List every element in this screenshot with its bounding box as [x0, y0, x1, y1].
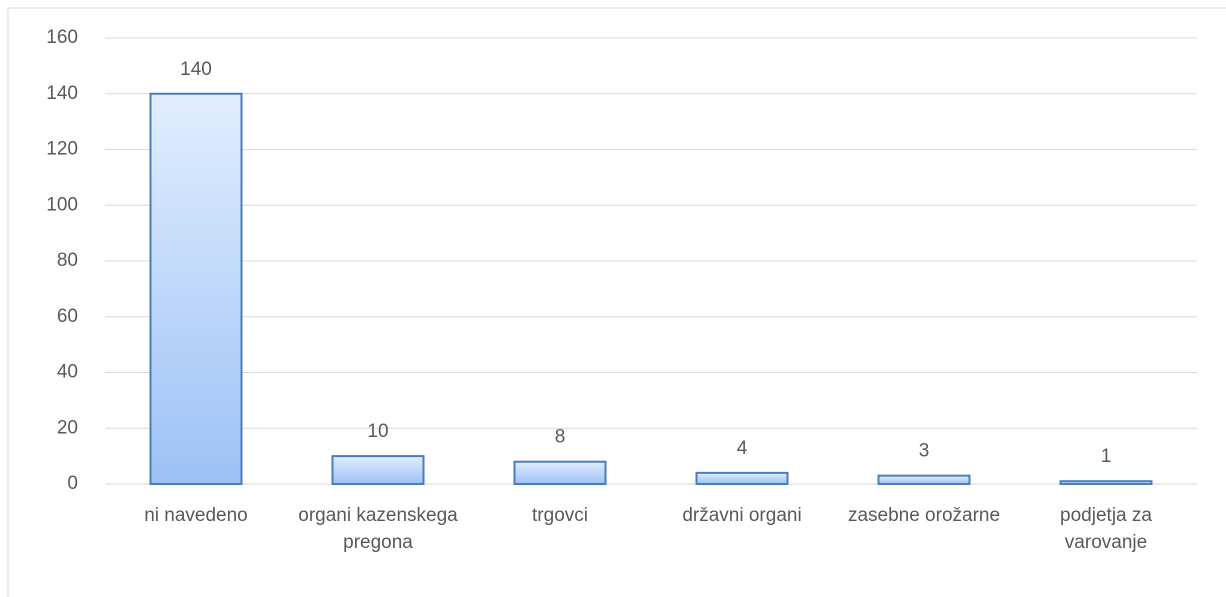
data-label: 8 — [555, 427, 566, 448]
y-tick-label: 60 — [57, 306, 78, 327]
data-label: 3 — [919, 441, 930, 462]
data-label: 140 — [180, 59, 212, 80]
data-label: 1 — [1101, 446, 1112, 467]
x-tick-label: trgovci — [532, 505, 588, 526]
y-tick-label: 80 — [57, 250, 78, 271]
data-label: 4 — [737, 438, 748, 459]
x-tick-label: organi kazenskega pregona — [298, 505, 458, 553]
bar — [695, 471, 789, 486]
bar — [331, 455, 425, 485]
chart-frame — [7, 7, 1226, 597]
bar — [877, 474, 971, 486]
y-tick-label: 40 — [57, 362, 78, 383]
bar — [149, 92, 243, 485]
y-tick-label: 140 — [46, 83, 78, 104]
y-tick-label: 100 — [46, 194, 78, 215]
y-tick-label: 0 — [67, 473, 78, 494]
y-tick-label: 20 — [57, 417, 78, 438]
x-tick-label: zasebne orožarne — [847, 505, 1001, 526]
x-tick-label: državni organi — [682, 505, 802, 526]
x-tick-label: ni navedeno — [144, 505, 248, 526]
bar — [513, 460, 607, 486]
x-tick-label: podjetja za varovanje — [1060, 505, 1152, 553]
y-tick-label: 160 — [46, 27, 78, 48]
data-label: 10 — [367, 421, 388, 442]
bar — [1059, 480, 1153, 485]
y-tick-label: 120 — [46, 139, 78, 160]
